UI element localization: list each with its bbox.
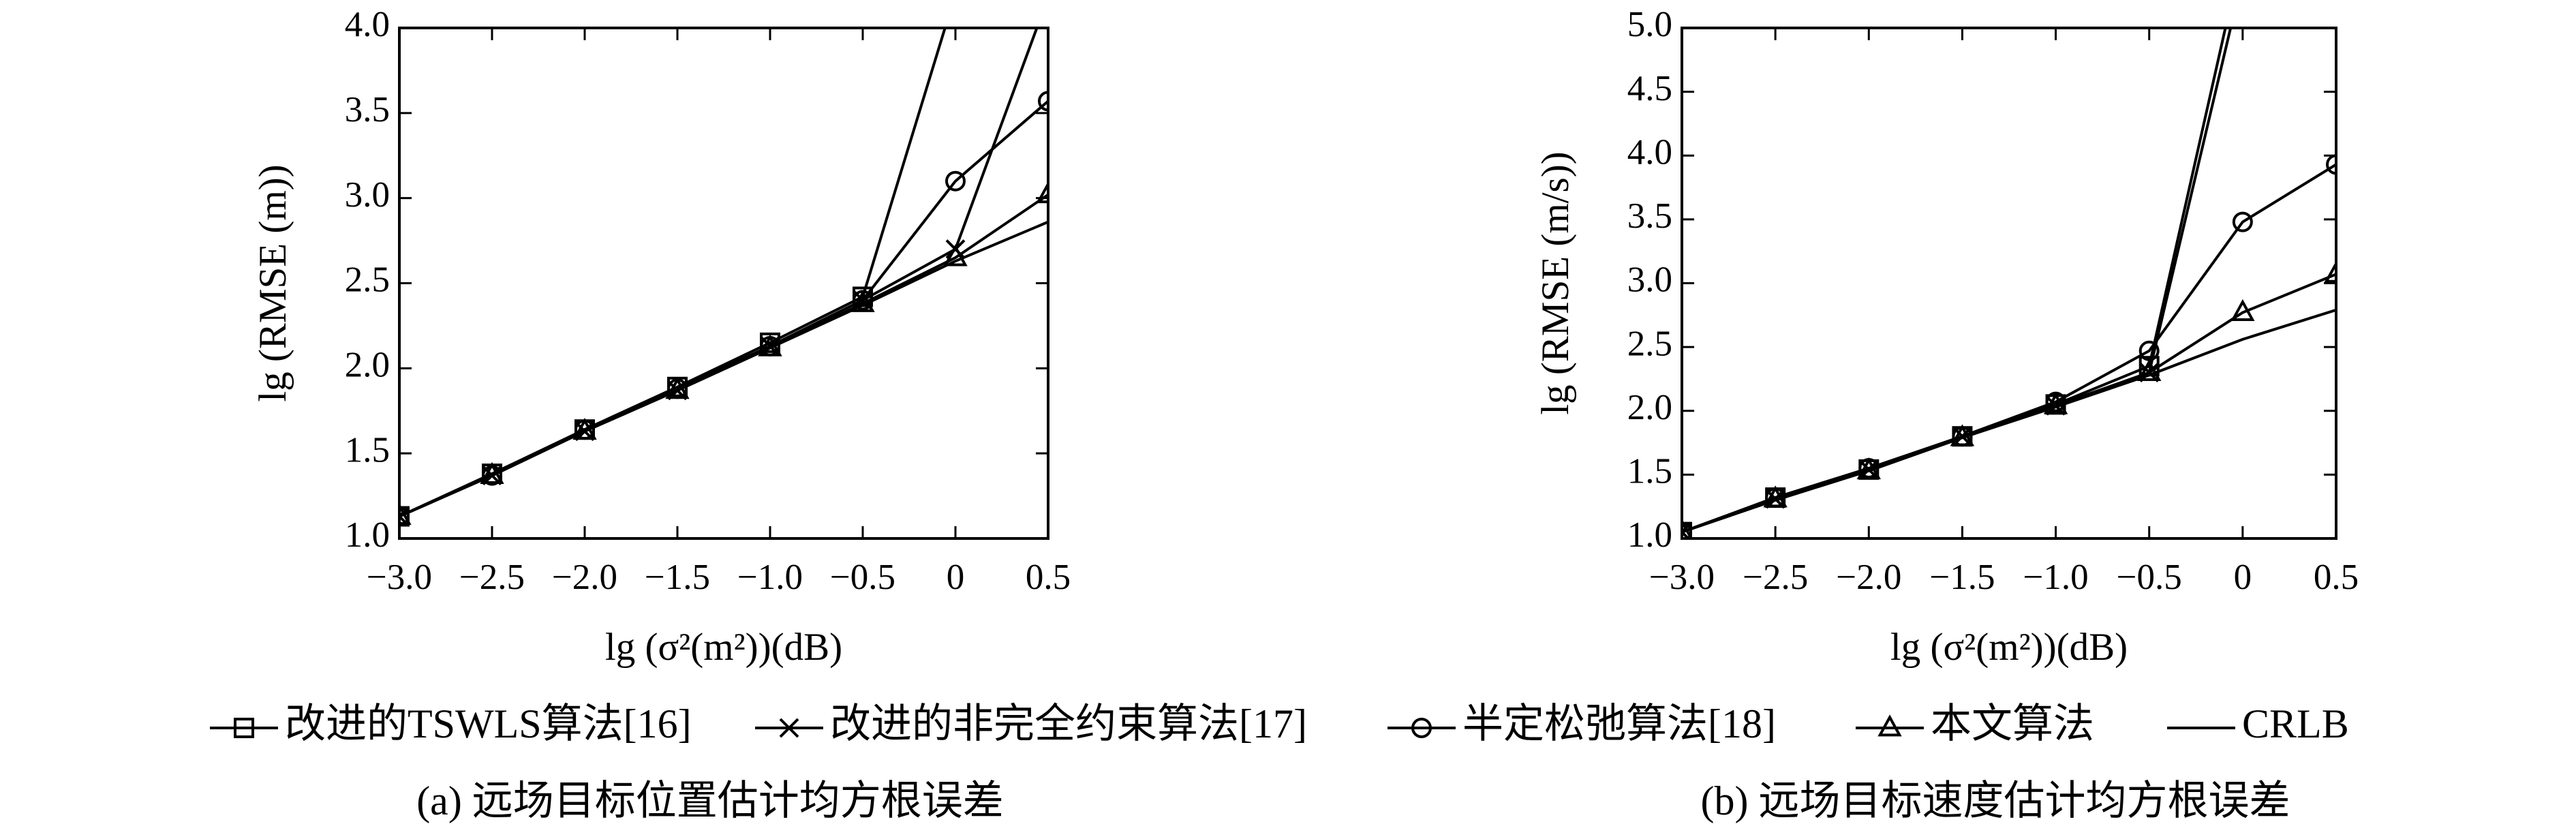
marker bbox=[2232, 211, 2253, 232]
marker bbox=[1036, 181, 1048, 204]
marker bbox=[399, 506, 410, 527]
plot bbox=[399, 0, 1057, 527]
series-line bbox=[1682, 28, 2233, 534]
caption: (a) 远场目标位置估计均方根误差 bbox=[416, 778, 1004, 823]
y-axis-title: lg (RMSE (m)) bbox=[251, 164, 294, 401]
x-axis-title: lg (σ²(m²))(dB) bbox=[1890, 626, 2128, 669]
x-tick-label: 0.5 bbox=[2314, 558, 2359, 597]
x-tick-label: −1.5 bbox=[645, 558, 710, 597]
y-tick-label: 3.5 bbox=[1627, 196, 1672, 236]
legend-label: 本文算法 bbox=[1931, 701, 2094, 746]
plot bbox=[1682, 28, 2336, 538]
y-tick-label: 3.5 bbox=[345, 90, 390, 130]
y-tick-label: 3.0 bbox=[345, 175, 390, 215]
x-tick-label: −2.5 bbox=[1743, 558, 1808, 597]
x-tick-label: −0.5 bbox=[2117, 558, 2182, 597]
marker bbox=[947, 0, 964, 3]
x-tick-label: −2.0 bbox=[1836, 558, 1901, 597]
caption: (b) 远场目标速度估计均方根误差 bbox=[1701, 778, 2290, 823]
x-tick-label: −2.0 bbox=[552, 558, 617, 597]
y-tick-label: 1.5 bbox=[345, 430, 390, 470]
y-tick-label: 4.5 bbox=[1627, 69, 1672, 108]
x-tick-label: −3.0 bbox=[1649, 558, 1715, 597]
y-tick-label: 2.0 bbox=[345, 345, 390, 384]
x-tick-label: −0.5 bbox=[830, 558, 895, 597]
marker bbox=[1763, 485, 1788, 508]
y-tick-label: 1.0 bbox=[345, 515, 390, 555]
y-tick-label: 2.0 bbox=[1627, 388, 1672, 427]
legend-marker bbox=[1411, 718, 1432, 738]
x-tick-label: 0.5 bbox=[1026, 558, 1071, 597]
series-line bbox=[399, 220, 1048, 518]
legend-label: 半定松弛算法[18] bbox=[1462, 701, 1776, 746]
marker bbox=[1682, 521, 1692, 538]
legend-label: 改进的TSWLS算法[16] bbox=[285, 701, 692, 746]
x-tick-label: 0 bbox=[2234, 558, 2252, 597]
legend-marker bbox=[779, 718, 799, 738]
y-tick-label: 5.0 bbox=[1627, 5, 1672, 44]
y-tick-label: 2.5 bbox=[1627, 324, 1672, 363]
legend-marker bbox=[1877, 714, 1902, 737]
x-tick-label: 0 bbox=[947, 558, 965, 597]
y-axis-title: lg (RMSE (m/s)) bbox=[1534, 151, 1577, 414]
legend-label: CRLB bbox=[2242, 701, 2349, 746]
series-line bbox=[1682, 308, 2336, 534]
marker bbox=[2137, 359, 2162, 381]
marker bbox=[945, 170, 966, 192]
marker bbox=[2324, 260, 2336, 283]
x-tick-label: −1.0 bbox=[737, 558, 803, 597]
legend-marker bbox=[234, 718, 254, 738]
plot-frame bbox=[398, 27, 1049, 540]
y-tick-label: 1.5 bbox=[1627, 452, 1672, 491]
y-tick-label: 3.0 bbox=[1627, 260, 1672, 300]
x-axis-title: lg (σ²(m²))(dB) bbox=[605, 626, 842, 669]
x-tick-label: −2.5 bbox=[459, 558, 525, 597]
y-tick-label: 1.0 bbox=[1627, 515, 1672, 555]
legend-label: 改进的非完全约束算法[17] bbox=[830, 701, 1307, 746]
x-tick-label: −1.5 bbox=[1929, 558, 1995, 597]
marker bbox=[2326, 154, 2336, 175]
marker bbox=[943, 244, 968, 267]
y-tick-label: 4.0 bbox=[345, 5, 390, 44]
plot-frame bbox=[1681, 27, 2337, 540]
x-tick-label: −3.0 bbox=[367, 558, 432, 597]
marker bbox=[2230, 299, 2255, 321]
series-line bbox=[399, 100, 1048, 518]
marker bbox=[1039, 0, 1057, 6]
marker bbox=[1038, 91, 1048, 112]
y-tick-label: 2.5 bbox=[345, 260, 390, 300]
series-line bbox=[1682, 163, 2336, 534]
y-tick-label: 4.0 bbox=[1627, 132, 1672, 172]
x-tick-label: −1.0 bbox=[2023, 558, 2089, 597]
series-line bbox=[1682, 28, 2227, 534]
